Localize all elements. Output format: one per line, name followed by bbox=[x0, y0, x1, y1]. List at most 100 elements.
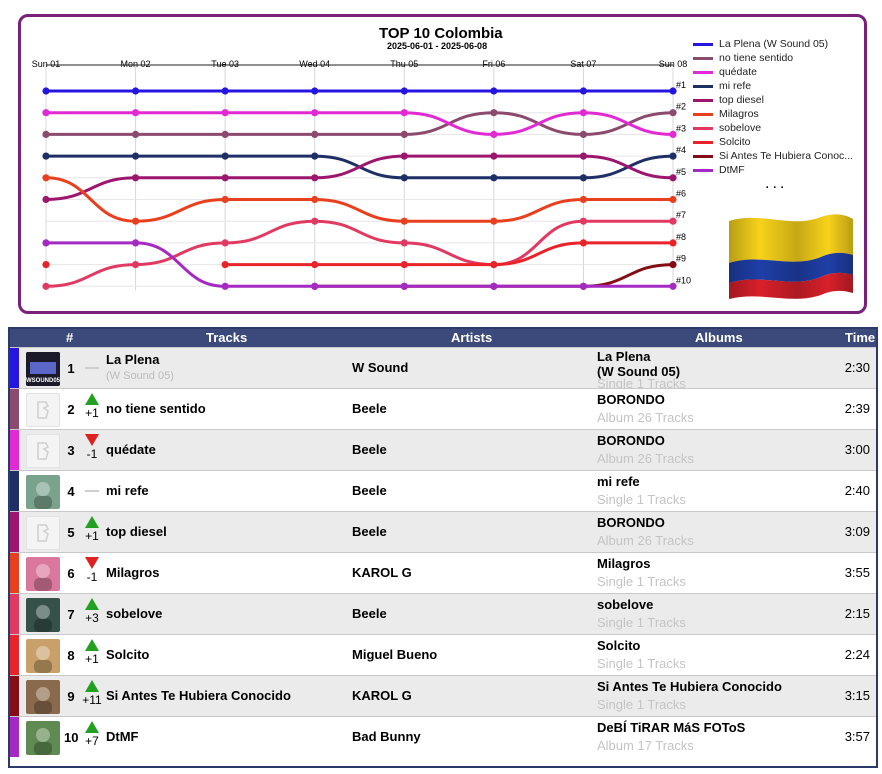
album-name-line2: (W Sound 05) bbox=[597, 364, 681, 379]
album-cover[interactable] bbox=[26, 516, 60, 550]
album-title[interactable]: sobelove bbox=[597, 597, 653, 613]
table-row[interactable]: 2 +1 no tiene sentido Beele BORONDO Album 26 … bbox=[10, 388, 876, 429]
track-duration: 3:57 bbox=[844, 729, 870, 744]
series-point bbox=[400, 217, 408, 225]
rank-number: 4 bbox=[67, 484, 75, 499]
table-row[interactable]: 8 +1 Solcito Miguel Bueno Solcito Single 1 Tr… bbox=[10, 634, 876, 675]
track-title[interactable]: sobelove bbox=[106, 606, 163, 621]
track-title[interactable]: La Plena bbox=[106, 352, 160, 367]
artist-name[interactable]: Beele bbox=[352, 442, 387, 457]
rank-delta: +3 bbox=[85, 611, 99, 625]
album-title[interactable]: Solcito bbox=[597, 638, 640, 654]
legend-label: Milagros bbox=[719, 108, 759, 120]
artist-name[interactable]: W Sound bbox=[352, 360, 409, 375]
series-point bbox=[490, 109, 498, 117]
series-point bbox=[131, 217, 140, 225]
album-cover[interactable] bbox=[26, 557, 60, 591]
artist-name[interactable]: KAROL G bbox=[352, 688, 412, 703]
album-title[interactable]: Si Antes Te Hubiera Conocido bbox=[597, 679, 782, 695]
series-point bbox=[221, 261, 229, 269]
table-row[interactable]: 4 mi refe Beele mi refe Single 1 Tracks 2:40 bbox=[10, 470, 876, 511]
track-title[interactable]: quédate bbox=[106, 442, 156, 457]
album-title[interactable]: BORONDO bbox=[597, 433, 665, 449]
table-row[interactable]: 3 -1 quédate Beele BORONDO Album 26 Tracks 3:0… bbox=[10, 429, 876, 470]
track-title[interactable]: Si Antes Te Hubiera Conocido bbox=[106, 688, 291, 703]
artist-name[interactable]: Beele bbox=[352, 524, 387, 539]
header-rank: # bbox=[66, 330, 74, 345]
table-row[interactable]: 6 -1 Milagros KAROL G Milagros Single 1 Track… bbox=[10, 552, 876, 593]
track-duration: 2:15 bbox=[844, 606, 870, 621]
row-color-stripe bbox=[10, 553, 19, 593]
artist-name[interactable]: KAROL G bbox=[352, 565, 412, 580]
table-row[interactable]: 10 +7 DtMF Bad Bunny DeBÍ TiRAR MáS FOToS Alb… bbox=[10, 716, 876, 757]
album-cover[interactable] bbox=[26, 639, 60, 673]
artist-name[interactable]: Beele bbox=[352, 401, 387, 416]
rank-change: +1 bbox=[82, 393, 102, 419]
series-point bbox=[490, 261, 498, 269]
album-info: Single 1 Tracks bbox=[597, 656, 686, 671]
artist-name[interactable]: Beele bbox=[352, 483, 387, 498]
day-label: Mon 02 bbox=[121, 59, 151, 69]
album-info: Album 17 Tracks bbox=[597, 738, 694, 753]
album-cover[interactable] bbox=[26, 434, 60, 468]
series-point bbox=[400, 282, 408, 290]
album-cover[interactable] bbox=[26, 721, 60, 755]
legend-item: sobelove bbox=[693, 121, 868, 135]
album-title[interactable]: BORONDO bbox=[597, 515, 665, 531]
track-title[interactable]: mi refe bbox=[106, 483, 149, 498]
album-cover[interactable] bbox=[26, 598, 60, 632]
album-cover[interactable] bbox=[26, 393, 60, 427]
series-point bbox=[221, 174, 229, 182]
series-point bbox=[400, 87, 408, 95]
album-title[interactable]: mi refe bbox=[597, 474, 640, 490]
series-point bbox=[669, 152, 677, 160]
series-point bbox=[311, 217, 319, 225]
album-cover[interactable]: WSOUND05 bbox=[26, 352, 60, 386]
row-color-stripe bbox=[10, 717, 19, 757]
rank-delta: -1 bbox=[86, 447, 98, 461]
rank-delta: +11 bbox=[82, 693, 102, 707]
album-cover[interactable] bbox=[26, 680, 60, 714]
day-label: Fri 06 bbox=[482, 59, 505, 69]
track-title[interactable]: Solcito bbox=[106, 647, 150, 662]
day-label: Wed 04 bbox=[299, 59, 330, 69]
album-name: Si Antes Te Hubiera Conocido bbox=[597, 679, 782, 694]
album-title[interactable]: DeBÍ TiRAR MáS FOToS bbox=[597, 720, 745, 736]
album-title[interactable]: La Plena (W Sound 05) bbox=[597, 349, 680, 379]
track-title[interactable]: Milagros bbox=[106, 565, 160, 580]
chart-subtitle: 2025-06-01 - 2025-06-08 bbox=[387, 41, 488, 51]
rank-label: #9 bbox=[676, 254, 686, 264]
album-title[interactable]: BORONDO bbox=[597, 392, 665, 408]
legend-swatch bbox=[693, 56, 713, 60]
legend-item: DtMF bbox=[693, 163, 868, 177]
series-point bbox=[42, 195, 50, 204]
artist-name[interactable]: Beele bbox=[352, 606, 387, 621]
album-name: Solcito bbox=[597, 638, 641, 653]
rank-up-icon bbox=[85, 639, 99, 651]
track-title[interactable]: DtMF bbox=[106, 729, 139, 744]
series-point bbox=[42, 87, 50, 95]
album-cover[interactable] bbox=[26, 475, 60, 509]
series-point bbox=[579, 239, 588, 247]
table-row[interactable]: 9 +11 Si Antes Te Hubiera Conocido KAROL G S… bbox=[10, 675, 876, 716]
series-point bbox=[221, 109, 229, 117]
borondo-cover-art bbox=[37, 524, 50, 542]
table-row[interactable]: WSOUND05 1 La Plena (W Sound 05) W Sound La P… bbox=[10, 347, 876, 390]
series-point bbox=[400, 239, 408, 247]
table-row[interactable]: 5 +1 top diesel Beele BORONDO Album 26 Tracks… bbox=[10, 511, 876, 552]
table-row[interactable]: 7 +3 sobelove Beele sobelove Single 1 Tracks 2… bbox=[10, 593, 876, 634]
series-point bbox=[579, 195, 588, 204]
series-point bbox=[669, 282, 677, 290]
rank-up-icon bbox=[85, 393, 99, 405]
track-title[interactable]: no tiene sentido bbox=[106, 401, 206, 416]
day-label: Sun 01 bbox=[32, 59, 61, 69]
legend-swatch bbox=[693, 70, 713, 74]
rank-up-icon bbox=[85, 680, 99, 692]
artist-name[interactable]: Bad Bunny bbox=[352, 729, 421, 744]
rank-change bbox=[82, 352, 102, 371]
legend-swatch bbox=[693, 84, 713, 88]
album-title[interactable]: Milagros bbox=[597, 556, 650, 572]
legend-swatch bbox=[693, 140, 713, 144]
artist-name[interactable]: Miguel Bueno bbox=[352, 647, 438, 662]
track-title[interactable]: top diesel bbox=[106, 524, 167, 539]
